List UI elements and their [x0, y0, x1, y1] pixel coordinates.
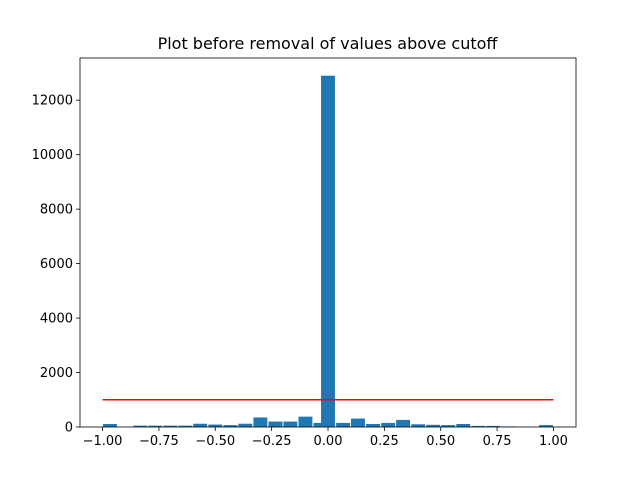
bars-layer [103, 75, 553, 427]
y-axis: 0 2000 4000 6000 8000 10000 12000 [32, 94, 80, 436]
histogram-bar [193, 423, 208, 427]
histogram-bar [336, 422, 351, 427]
y-tick-label: 6000 [40, 257, 73, 272]
histogram-bar [133, 425, 148, 427]
x-tick-label: −0.25 [252, 434, 292, 449]
x-tick-label: 0.75 [483, 434, 512, 449]
histogram-bar [103, 424, 117, 427]
x-tick-label: 0.00 [314, 434, 343, 449]
histogram-bar [441, 425, 456, 427]
histogram-bar [313, 422, 328, 427]
histogram-bar [366, 424, 381, 427]
histogram-bar [208, 424, 223, 427]
x-tick-label: −1.00 [83, 434, 123, 449]
x-tick-label: −0.50 [195, 434, 235, 449]
x-tick-label: −0.75 [139, 434, 179, 449]
histogram-bar [381, 422, 396, 427]
histogram-bar [178, 425, 193, 427]
y-tick-label: 12000 [32, 94, 73, 109]
histogram-bar [426, 424, 441, 427]
y-tick-label: 4000 [40, 312, 73, 327]
x-axis: −1.00 −0.75 −0.50 −0.25 0.00 0.25 0.50 0.75 1.00 [83, 427, 568, 449]
histogram-bar [148, 425, 163, 427]
histogram-bar [268, 421, 283, 427]
histogram-bar [486, 425, 501, 427]
histogram-bar [321, 75, 335, 427]
histogram-bar [223, 425, 238, 427]
histogram-bar [238, 423, 253, 427]
y-tick-label: 8000 [40, 203, 73, 218]
histogram-bar [456, 424, 471, 427]
x-tick-label: 0.50 [426, 434, 455, 449]
histogram-bar [298, 416, 313, 427]
histogram-bar [163, 425, 178, 427]
histogram-bar [351, 418, 365, 427]
x-tick-label: 1.00 [539, 434, 568, 449]
x-tick-label: 0.25 [370, 434, 399, 449]
y-tick-label: 2000 [40, 366, 73, 381]
histogram-bar [539, 425, 553, 427]
histogram-bar [471, 425, 486, 427]
y-tick-label: 0 [65, 421, 73, 436]
histogram-bar [283, 421, 298, 427]
histogram-bar [396, 419, 411, 427]
chart-title: Plot before removal of values above cuto… [158, 34, 499, 53]
histogram-bar [411, 424, 426, 427]
histogram-bar [253, 417, 268, 427]
y-tick-label: 10000 [32, 148, 73, 163]
